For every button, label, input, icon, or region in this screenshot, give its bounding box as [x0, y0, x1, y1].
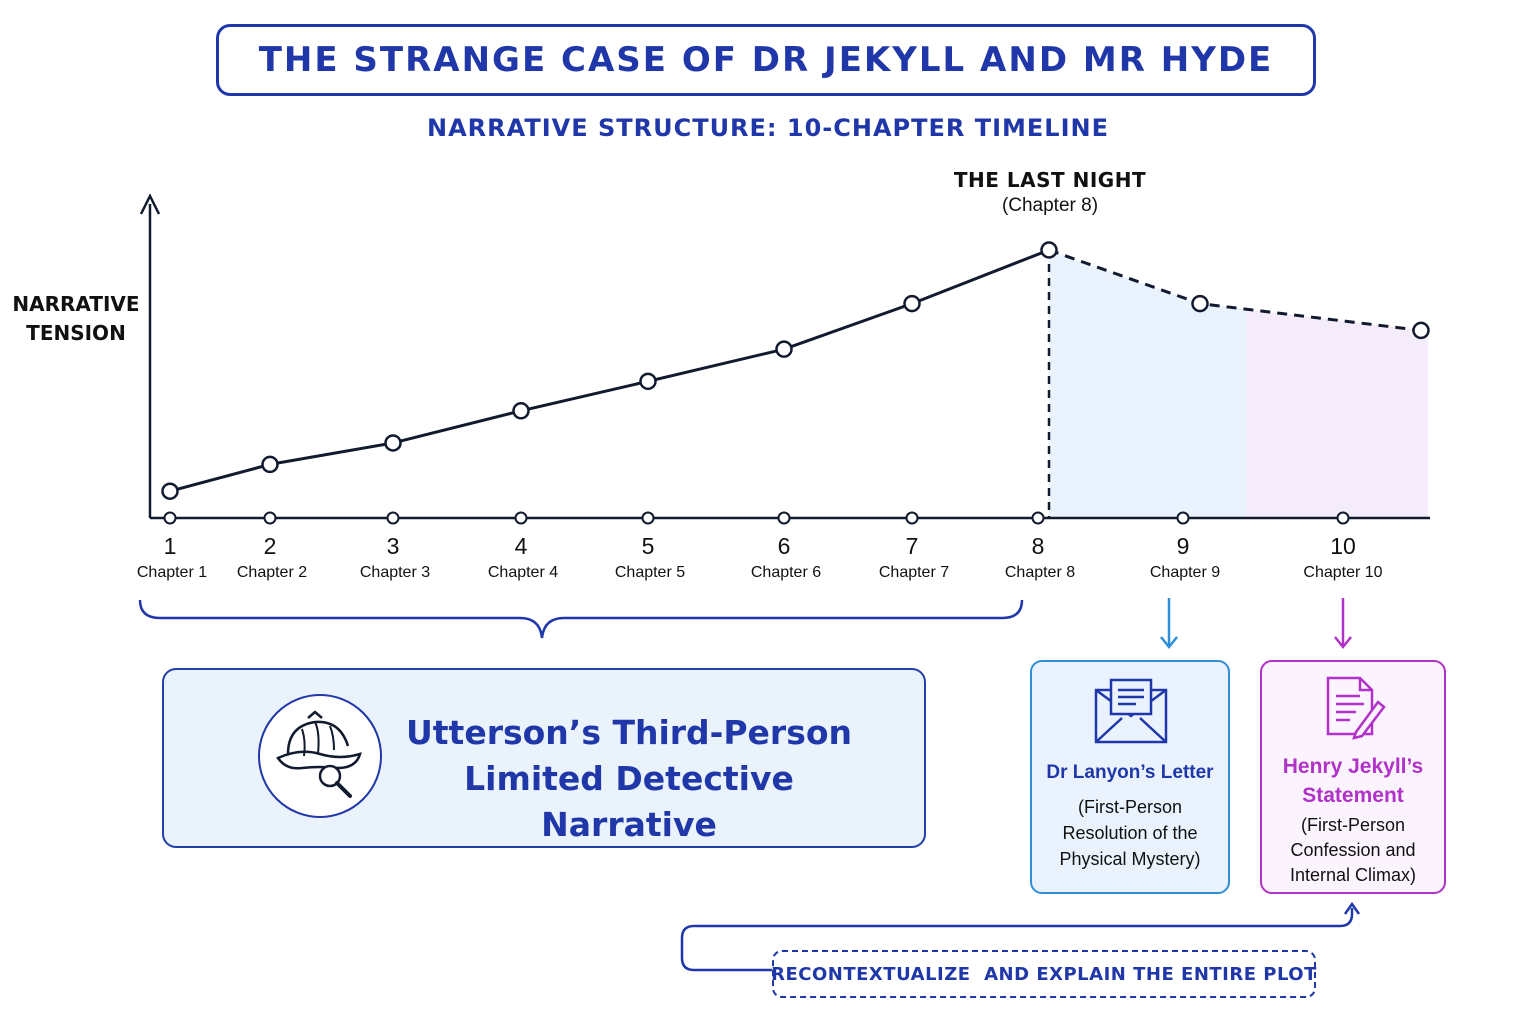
arrow-to-lanyon — [1160, 598, 1178, 650]
peak-annotation: THE LAST NIGHT (Chapter 8) — [930, 168, 1170, 218]
chapter-9-region — [1049, 250, 1246, 518]
x-tick-number-6: 6 — [777, 533, 791, 559]
x-tick-chapter-label-7: Chapter 7 — [878, 564, 950, 581]
x-tick-marker-6 — [777, 511, 791, 525]
utterson-narrative-box: Utterson’s Third-Person Limited Detectiv… — [162, 668, 926, 848]
lanyon-sub-line-1: (First-Person — [1077, 797, 1182, 817]
x-tick-marker-10 — [1336, 511, 1350, 525]
x-tick-number-4: 4 — [514, 533, 528, 559]
x-tick-chapter-label-6: Chapter 6 — [750, 564, 822, 581]
tension-point-chapter-7 — [903, 294, 921, 313]
lanyon-sub-line-2: Resolution of the — [1062, 823, 1198, 843]
y-axis-label: NARRATIVE TENSION — [10, 290, 142, 348]
x-tick-number-9: 9 — [1176, 533, 1190, 559]
chapter-10-region — [1246, 309, 1428, 518]
x-tick-chapter-label-8: Chapter 8 — [1004, 564, 1076, 581]
peak-annotation-subtitle: (Chapter 8) — [1001, 195, 1099, 216]
x-tick-number-3: 3 — [386, 533, 400, 559]
x-tick-number-7: 7 — [905, 533, 919, 559]
page-title: THE STRANGE CASE OF DR JEKYLL AND MR HYD… — [258, 40, 1274, 80]
x-tick-marker-4 — [514, 511, 528, 525]
y-axis-label-line-2: TENSION — [26, 321, 126, 345]
tension-line-solid — [169, 248, 1050, 493]
document-pen-icon — [1326, 676, 1386, 740]
x-tick-marker-7 — [905, 511, 919, 525]
jekyll-sub-line-3: Internal Climax) — [1289, 865, 1417, 885]
lanyon-letter-title: Dr Lanyon’s Letter — [1046, 762, 1214, 783]
x-tick-chapter-label-4: Chapter 4 — [487, 564, 559, 581]
y-axis-arrowhead — [139, 193, 161, 215]
tension-point-chapter-9 — [1191, 294, 1209, 313]
x-tick-chapter-label-1: Chapter 1 — [136, 564, 208, 581]
lanyon-letter-description: (First-Person Resolution of the Physical… — [1040, 794, 1220, 872]
chapters-1-8-brace — [138, 599, 1024, 639]
x-tick-chapter-label-9: Chapter 9 — [1149, 564, 1221, 581]
x-tick-number-8: 8 — [1031, 533, 1045, 559]
post-climax-regions — [1049, 250, 1428, 518]
x-tick-number-5: 5 — [641, 533, 655, 559]
x-tick-marker-5 — [641, 511, 655, 525]
x-tick-number-10: 10 — [1330, 533, 1356, 559]
tension-point-chapter-8 — [1040, 241, 1058, 259]
jekyll-statement-title: Henry Jekyll’s Statement — [1262, 752, 1444, 810]
lanyon-sub-line-3: Physical Mystery) — [1059, 849, 1201, 869]
jekyll-statement-box: Henry Jekyll’s Statement (First-Person C… — [1260, 660, 1446, 894]
tension-point-chapter-2 — [261, 455, 279, 474]
x-tick-chapter-label-10: Chapter 10 — [1303, 564, 1383, 581]
peak-annotation-title: THE LAST NIGHT — [953, 168, 1147, 192]
y-axis-label-line-1: NARRATIVE — [12, 292, 140, 316]
title-box: THE STRANGE CASE OF DR JEKYLL AND MR HYD… — [216, 24, 1316, 96]
x-tick-chapter-label-2: Chapter 2 — [236, 564, 308, 581]
recontextualize-text: RECONTEXTUALIZE AND EXPLAIN THE ENTIRE P… — [771, 963, 1317, 985]
tension-point-chapter-1 — [161, 482, 179, 500]
x-tick-marker-9 — [1176, 511, 1190, 525]
tension-point-chapter-5 — [639, 372, 657, 391]
envelope-letter-icon — [1094, 678, 1168, 744]
recontextualize-connector — [680, 908, 1354, 972]
x-tick-marker-3 — [386, 511, 400, 525]
tension-point-chapter-3 — [384, 434, 402, 452]
jekyll-title-line-1: Henry Jekyll’s — [1282, 755, 1424, 778]
detective-hat-magnifier-icon — [258, 694, 382, 818]
tension-point-chapter-4 — [512, 402, 530, 420]
lanyon-letter-box: Dr Lanyon’s Letter (First-Person Resolut… — [1030, 660, 1230, 894]
jekyll-statement-description: (First-Person Confession and Internal Cl… — [1268, 813, 1438, 888]
utterson-narrative-text: Utterson’s Third-Person Limited Detectiv… — [394, 710, 864, 848]
recontextualize-arrowhead — [1343, 901, 1361, 915]
jekyll-sub-line-1: (First-Person — [1300, 815, 1405, 835]
jekyll-sub-line-2: Confession and — [1290, 840, 1416, 860]
x-tick-marker-8 — [1031, 511, 1045, 525]
tension-point-chapter-6 — [775, 340, 793, 358]
arrow-to-jekyll — [1334, 598, 1352, 650]
tension-point-chapter-10 — [1412, 321, 1430, 340]
x-tick-marker-2 — [263, 511, 277, 525]
x-tick-marker-1 — [163, 511, 177, 525]
recontextualize-box: RECONTEXTUALIZE AND EXPLAIN THE ENTIRE P… — [771, 950, 1317, 998]
x-tick-number-1: 1 — [163, 533, 177, 559]
utterson-line-1: Utterson’s Third-Person — [405, 713, 853, 752]
utterson-line-2: Limited Detective Narrative — [464, 759, 794, 844]
x-tick-number-2: 2 — [263, 533, 277, 559]
jekyll-title-line-2: Statement — [1302, 784, 1404, 807]
page-subtitle: NARRATIVE STRUCTURE: 10-CHAPTER TIMELINE — [427, 114, 1109, 142]
x-tick-chapter-label-5: Chapter 5 — [614, 564, 686, 581]
x-tick-chapter-label-3: Chapter 3 — [359, 564, 431, 581]
